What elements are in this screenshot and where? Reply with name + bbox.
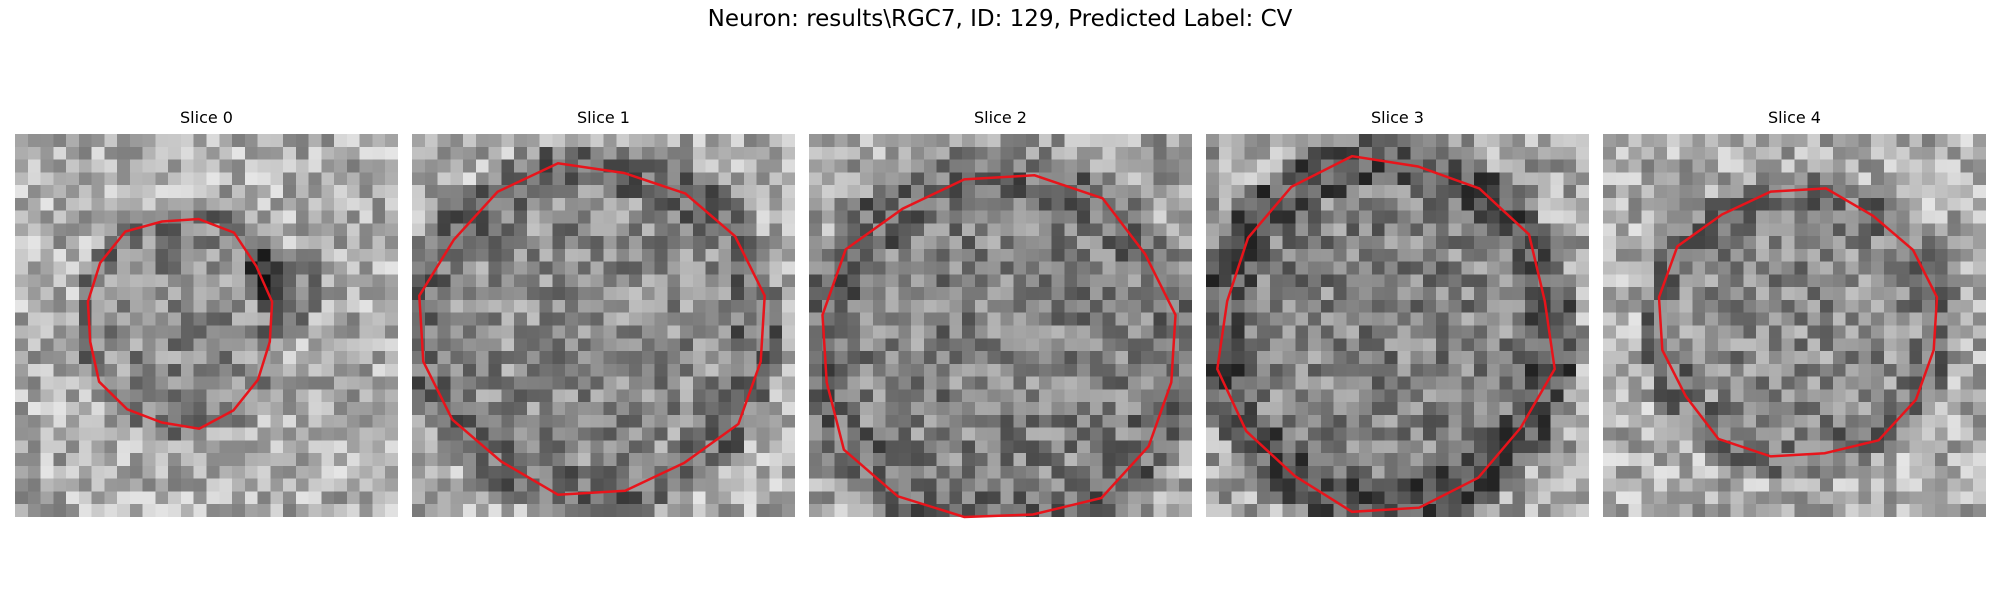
figure-title: Neuron: results\RGC7, ID: 129, Predicted… <box>707 6 1293 32</box>
neuron-outline <box>1216 154 1556 514</box>
neuron-outline <box>821 174 1177 519</box>
neuron-outline <box>86 217 274 431</box>
slice-1-title: Slice 1 <box>577 108 630 127</box>
slice-0-panel <box>15 134 398 517</box>
neuron-outline <box>1657 187 1939 458</box>
slice-0-contour <box>86 217 274 431</box>
slice-3-contour <box>1216 154 1556 514</box>
slice-4-image <box>1603 134 1986 517</box>
slice-1-panel <box>412 134 795 517</box>
slice-0-title: Slice 0 <box>180 108 233 127</box>
slice-1-image <box>412 134 795 517</box>
neuron-outline <box>418 162 766 496</box>
slice-3-panel <box>1206 134 1589 517</box>
slice-4-panel <box>1603 134 1986 517</box>
slice-4-title: Slice 4 <box>1768 108 1821 127</box>
slice-2-image <box>809 134 1192 517</box>
slice-2-title: Slice 2 <box>974 108 1027 127</box>
slice-0-image <box>15 134 398 517</box>
slice-2-contour <box>821 174 1177 519</box>
slice-1-contour <box>418 162 766 496</box>
slice-3-title: Slice 3 <box>1371 108 1424 127</box>
slice-4-contour <box>1657 187 1939 458</box>
slice-2-panel <box>809 134 1192 519</box>
